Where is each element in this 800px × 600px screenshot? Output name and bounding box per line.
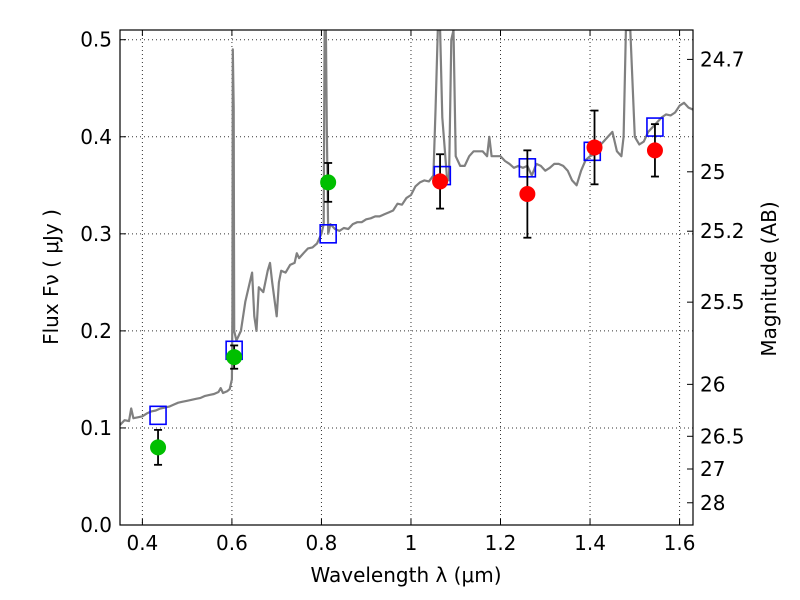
observed-point	[432, 173, 449, 190]
right-tick-label: 25	[700, 160, 725, 184]
y-tick-label: 0.3	[80, 222, 112, 246]
y-tick-label: 0.2	[80, 319, 112, 343]
observed-point	[320, 174, 337, 191]
x-tick-label: 1	[405, 531, 418, 555]
right-tick-label: 27	[700, 457, 725, 481]
x-tick-label: 0.4	[126, 531, 158, 555]
right-tick-label: 25.5	[700, 290, 745, 314]
model-band-marker	[149, 405, 167, 426]
y-axis-title: Flux Fν ( μJy )	[39, 209, 63, 345]
x-tick-label: 1.2	[485, 531, 517, 555]
sed-model-line	[120, 30, 693, 426]
right-tick-label: 25.2	[700, 219, 745, 243]
axis-ticks: 0.4 0.6 0.8 1 1.2 1.4 1.6 0.0 0.1 0.2 0.3 0.4 0.5 24.…	[80, 28, 744, 555]
y-tick-label: 0.1	[80, 416, 112, 440]
right-tick-label: 26.5	[700, 424, 745, 448]
x-tick-label: 0.6	[216, 531, 248, 555]
x-tick-label: 1.4	[574, 531, 606, 555]
plot-area	[120, 30, 693, 466]
observed-point	[226, 349, 243, 366]
observed-point	[519, 186, 536, 203]
x-tick-label: 0.8	[306, 531, 338, 555]
grid	[120, 30, 693, 526]
observed-point	[646, 142, 663, 159]
x-tick-label: 1.6	[664, 531, 696, 555]
model-band-marker	[319, 224, 337, 244]
observed-point	[586, 139, 603, 156]
right-axis-title: Magnitude (AB)	[757, 201, 781, 356]
y-tick-label: 0.0	[80, 513, 112, 537]
y-tick-label: 0.5	[80, 28, 112, 52]
right-tick-label: 28	[700, 491, 725, 515]
right-tick-label: 26	[700, 372, 725, 396]
x-axis-title: Wavelength λ (μm)	[310, 563, 501, 587]
observed-point	[150, 439, 167, 456]
plot-frame	[119, 29, 694, 526]
right-tick-label: 24.7	[700, 47, 745, 71]
y-tick-label: 0.4	[80, 125, 112, 149]
